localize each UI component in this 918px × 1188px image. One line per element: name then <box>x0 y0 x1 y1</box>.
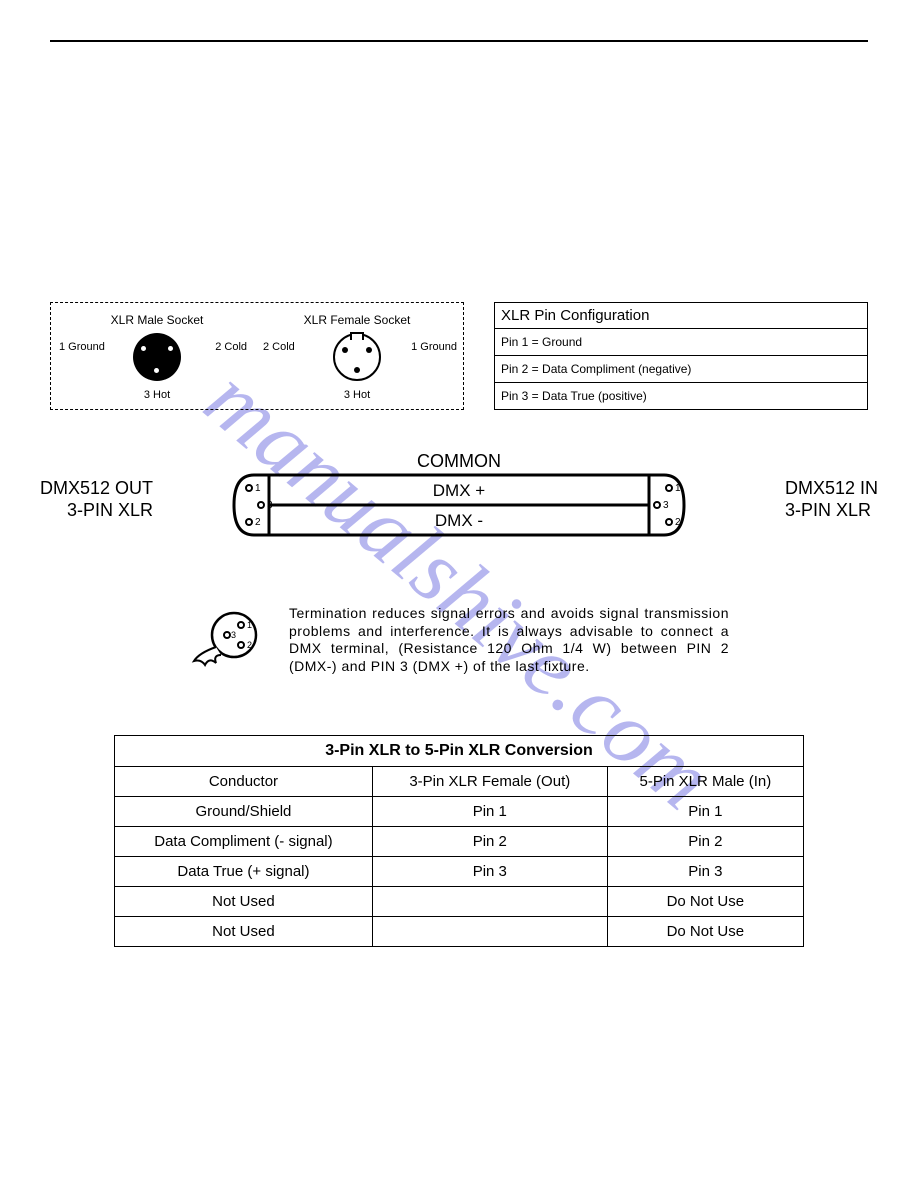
cell: Pin 3 <box>372 857 607 887</box>
cable-right-label: DMX512 IN 3-PIN XLR <box>785 478 878 521</box>
female-socket-title: XLR Female Socket <box>257 313 457 327</box>
page-content: XLR Male Socket 1 Ground 2 Cold 3 Hot XL… <box>50 302 868 947</box>
cable-svg-icon: 1 2 3 1 2 3 COMMON DMX + DMX - <box>199 450 719 560</box>
female-socket-column: XLR Female Socket 2 Cold 1 Ground 3 Hot <box>257 313 457 399</box>
cell: Data Compliment (- signal) <box>115 827 373 857</box>
pin-config-title: XLR Pin Configuration <box>495 303 867 329</box>
table-row: Not Used Do Not Use <box>115 917 804 947</box>
label-ground: 1 Ground <box>59 341 105 353</box>
label-hot: 3 Hot <box>144 389 170 401</box>
svg-text:1: 1 <box>675 483 681 494</box>
table-row: Not Used Do Not Use <box>115 887 804 917</box>
svg-text:2: 2 <box>675 517 681 528</box>
male-socket-column: XLR Male Socket 1 Ground 2 Cold 3 Hot <box>57 313 257 399</box>
pin-config-row: Pin 2 = Data Compliment (negative) <box>495 356 867 383</box>
svg-text:1: 1 <box>255 483 261 494</box>
cable-left-line1: DMX512 OUT <box>40 478 153 498</box>
svg-text:3: 3 <box>231 630 236 640</box>
xlr-socket-diagram-box: XLR Male Socket 1 Ground 2 Cold 3 Hot XL… <box>50 302 464 410</box>
cell: Pin 1 <box>372 797 607 827</box>
cable-right-line1: DMX512 IN <box>785 478 878 498</box>
conversion-table: 3-Pin XLR to 5-Pin XLR Conversion Conduc… <box>114 735 804 947</box>
male-plug-icon <box>133 333 181 381</box>
cell: Ground/Shield <box>115 797 373 827</box>
table-row: Data Compliment (- signal) Pin 2 Pin 2 <box>115 827 804 857</box>
svg-text:COMMON: COMMON <box>417 451 501 471</box>
cell: Pin 2 <box>607 827 803 857</box>
cell <box>372 887 607 917</box>
termination-text: Termination reduces signal errors and av… <box>289 605 729 675</box>
svg-text:2: 2 <box>255 517 261 528</box>
cell: Do Not Use <box>607 917 803 947</box>
label-hot-f: 3 Hot <box>344 389 370 401</box>
female-plug-icon <box>333 333 381 381</box>
label-cold-f: 2 Cold <box>263 341 295 353</box>
cable-right-line2: 3-PIN XLR <box>785 500 871 520</box>
cell: Not Used <box>115 887 373 917</box>
label-ground-f: 1 Ground <box>411 341 457 353</box>
conv-table-title: 3-Pin XLR to 5-Pin XLR Conversion <box>115 736 804 767</box>
svg-text:2: 2 <box>247 640 252 650</box>
terminator-plug-icon: 1 2 3 <box>189 605 269 685</box>
cell: Not Used <box>115 917 373 947</box>
male-socket-title: XLR Male Socket <box>57 313 257 327</box>
cell: Pin 2 <box>372 827 607 857</box>
conv-col-5pin: 5-Pin XLR Male (In) <box>607 767 803 797</box>
cable-left-line2: 3-PIN XLR <box>67 500 153 520</box>
cable-left-label: DMX512 OUT 3-PIN XLR <box>40 478 153 521</box>
cell <box>372 917 607 947</box>
svg-text:DMX +: DMX + <box>433 481 486 500</box>
table-row: Ground/Shield Pin 1 Pin 1 <box>115 797 804 827</box>
pin-config-row: Pin 1 = Ground <box>495 329 867 356</box>
socket-and-config-row: XLR Male Socket 1 Ground 2 Cold 3 Hot XL… <box>50 302 868 410</box>
svg-text:DMX -: DMX - <box>435 511 483 530</box>
top-rule <box>50 40 868 42</box>
cell: Pin 1 <box>607 797 803 827</box>
pin-config-row: Pin 3 = Data True (positive) <box>495 383 867 409</box>
cell: Data True (+ signal) <box>115 857 373 887</box>
termination-note: 1 2 3 Termination reduces signal errors … <box>189 605 729 685</box>
svg-text:1: 1 <box>247 620 252 630</box>
conv-col-conductor: Conductor <box>115 767 373 797</box>
cell: Pin 3 <box>607 857 803 887</box>
conv-col-3pin: 3-Pin XLR Female (Out) <box>372 767 607 797</box>
cell: Do Not Use <box>607 887 803 917</box>
conv-table-header-row: Conductor 3-Pin XLR Female (Out) 5-Pin X… <box>115 767 804 797</box>
table-row: Data True (+ signal) Pin 3 Pin 3 <box>115 857 804 887</box>
svg-text:3: 3 <box>663 500 669 511</box>
dmx-cable-diagram: DMX512 OUT 3-PIN XLR DMX512 IN 3-PIN XLR… <box>50 450 868 565</box>
label-cold: 2 Cold <box>215 341 247 353</box>
xlr-pin-config-table: XLR Pin Configuration Pin 1 = Ground Pin… <box>494 302 868 410</box>
